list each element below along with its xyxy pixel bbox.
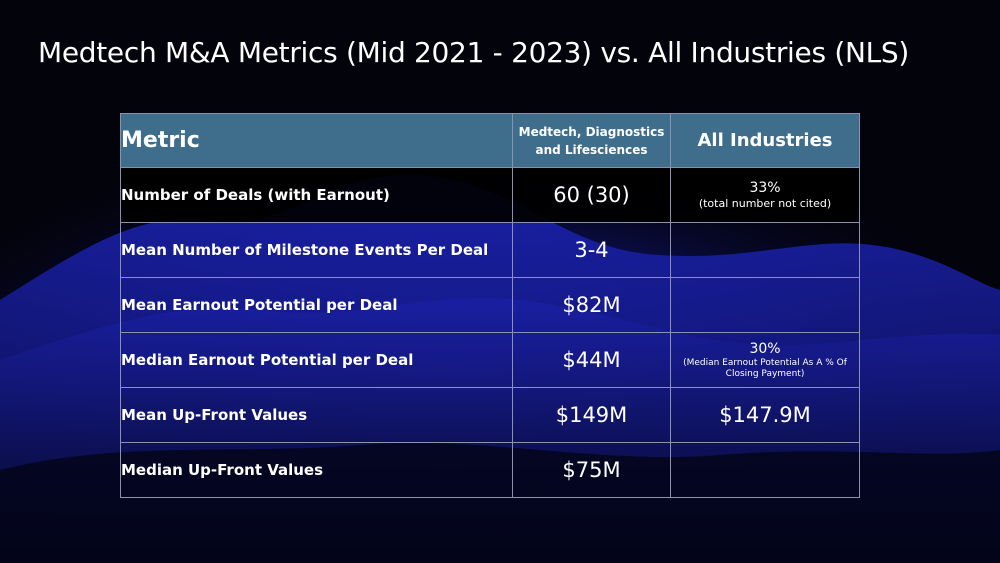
table-header-row: Metric Medtech, Diagnostics and Lifescie…	[120, 113, 860, 168]
header-medtech-line2: and Lifesciences	[535, 142, 648, 157]
table-row: Mean Earnout Potential per Deal $82M	[120, 277, 860, 333]
all-industries-value	[670, 277, 860, 333]
medtech-value: $149M	[512, 387, 671, 443]
metric-label: Mean Number of Milestone Events Per Deal	[120, 222, 513, 278]
metric-label: Median Up-Front Values	[120, 442, 513, 498]
all-industries-value: 33% (total number not cited)	[670, 167, 860, 223]
all-industries-value: 30% (Median Earnout Potential As A % Of …	[670, 332, 860, 388]
metric-label: Median Earnout Potential per Deal	[120, 332, 513, 388]
metric-label: Number of Deals (with Earnout)	[120, 167, 513, 223]
metric-label: Mean Up-Front Values	[120, 387, 513, 443]
all-industries-note-line2: Closing Payment)	[725, 368, 805, 379]
slide-title: Medtech M&A Metrics (Mid 2021 - 2023) vs…	[38, 36, 910, 69]
medtech-value: 60 (30)	[512, 167, 671, 223]
all-industries-main: 33%	[749, 179, 781, 196]
all-industries-note-line1: (Median Earnout Potential As A % Of	[683, 357, 847, 368]
all-industries-value	[670, 442, 860, 498]
all-industries-note: (total number not cited)	[698, 196, 832, 210]
table-row: Median Earnout Potential per Deal $44M 3…	[120, 332, 860, 388]
all-industries-value: $147.9M	[670, 387, 860, 443]
medtech-value: $44M	[512, 332, 671, 388]
header-all-industries: All Industries	[670, 113, 860, 168]
metric-label: Mean Earnout Potential per Deal	[120, 277, 513, 333]
medtech-value: $82M	[512, 277, 671, 333]
header-metric: Metric	[120, 113, 513, 168]
table-row: Mean Up-Front Values $149M $147.9M	[120, 387, 860, 443]
table-row: Mean Number of Milestone Events Per Deal…	[120, 222, 860, 278]
table-row: Median Up-Front Values $75M	[120, 442, 860, 498]
medtech-value: 3-4	[512, 222, 671, 278]
all-industries-main: 30%	[749, 340, 781, 357]
all-industries-value	[670, 222, 860, 278]
metrics-table: Metric Medtech, Diagnostics and Lifescie…	[120, 113, 860, 498]
medtech-value: $75M	[512, 442, 671, 498]
header-medtech-line1: Medtech, Diagnostics	[518, 124, 665, 139]
table-row: Number of Deals (with Earnout) 60 (30) 3…	[120, 167, 860, 223]
header-medtech: Medtech, Diagnostics and Lifesciences	[512, 113, 671, 168]
